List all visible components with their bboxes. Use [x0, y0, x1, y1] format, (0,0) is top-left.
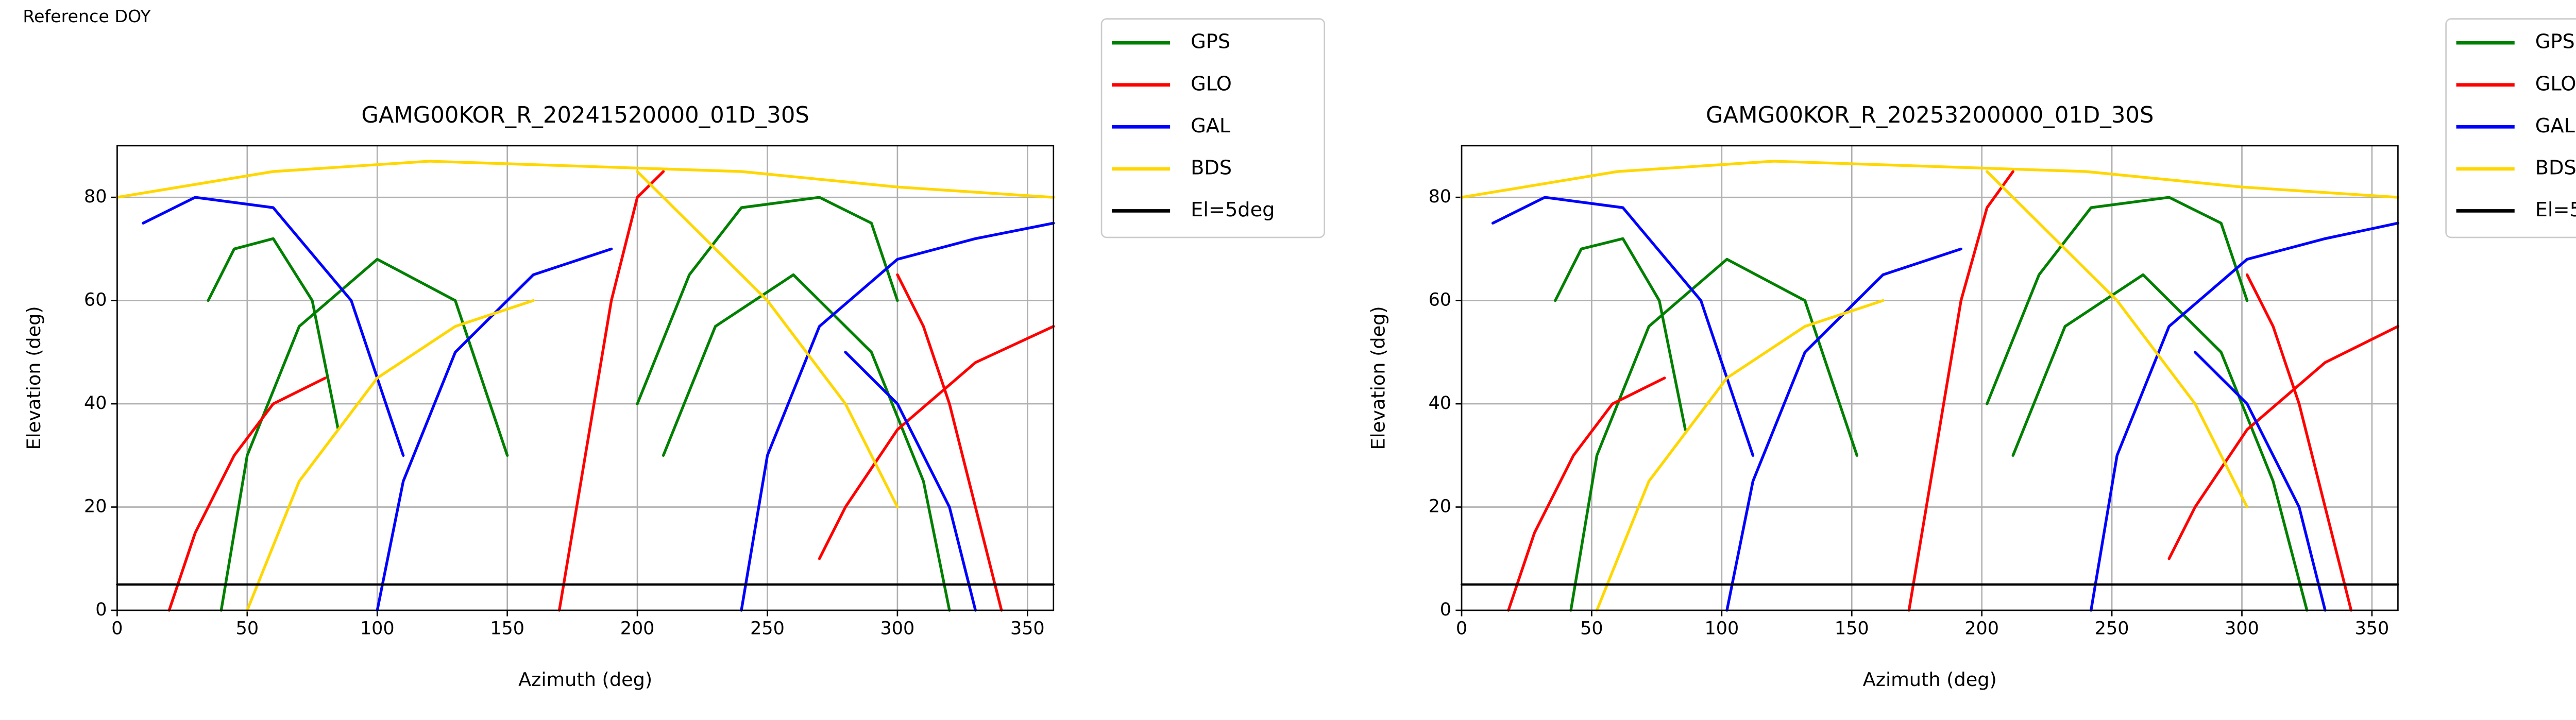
axes-frame [1461, 145, 2399, 611]
x-tick-label: 0 [111, 619, 123, 639]
x-tick-label: 200 [1964, 619, 1999, 639]
subplot: GAMG00KOR_R_20241520000_01D_30S 0 50 100 150… [23, 18, 1326, 691]
legend-box [1100, 18, 1326, 238]
legend-label: GLO [1191, 72, 1232, 95]
legend-label: GPS [2535, 30, 2575, 54]
y-tick-label: 20 [84, 496, 107, 517]
x-tick-label: 100 [360, 619, 395, 639]
chart-title: GAMG00KOR_R_20241520000_01D_30S [361, 102, 809, 128]
legend-label: GPS [1191, 30, 1230, 54]
x-tick-label: 200 [620, 619, 655, 639]
series-line [1460, 160, 2400, 612]
x-axis-label: Azimuth (deg) [518, 668, 652, 691]
suptitle: Reference DOY [23, 6, 151, 26]
legend-label: BDS [1191, 156, 1232, 179]
legend-label: GAL [2535, 114, 2575, 138]
chart-title: GAMG00KOR_R_20253200000_01D_30S [1706, 102, 2154, 128]
x-tick-label: 150 [490, 619, 524, 639]
y-tick-label: 60 [84, 290, 107, 311]
x-tick-label: 300 [880, 619, 915, 639]
x-tick-label: 350 [1010, 619, 1045, 639]
legend-label: El=5deg [2535, 198, 2576, 221]
legend-label: GAL [1191, 114, 1231, 138]
x-tick-label: 150 [1835, 619, 1869, 639]
y-tick-label: 0 [95, 599, 107, 620]
x-tick-label: 50 [1580, 619, 1603, 639]
y-axis-label: Elevation (deg) [23, 306, 45, 450]
axes-frame [116, 145, 1055, 611]
series-line [167, 170, 1055, 612]
y-tick-label: 20 [1429, 496, 1451, 517]
x-tick-label: 0 [1456, 619, 1467, 639]
x-tick-label: 100 [1705, 619, 1739, 639]
subplot: GAMG00KOR_R_20253200000_01D_30S 0 50 100 150… [1367, 18, 2576, 691]
y-tick-label: 40 [1429, 393, 1451, 414]
series-line [1507, 170, 2400, 612]
series-line [115, 160, 1055, 612]
series-line [142, 196, 1055, 612]
legend-label: GLO [2535, 72, 2576, 95]
x-axis-label: Azimuth (deg) [1863, 668, 1997, 691]
y-tick-label: 60 [1429, 290, 1451, 311]
legend-label: El=5deg [1191, 198, 1275, 221]
x-tick-label: 350 [2355, 619, 2389, 639]
x-tick-label: 250 [2095, 619, 2129, 639]
x-tick-label: 250 [750, 619, 785, 639]
series-line [1491, 196, 2400, 612]
y-tick-label: 40 [84, 393, 107, 414]
y-tick-label: 80 [84, 186, 107, 207]
x-tick-label: 50 [236, 619, 259, 639]
y-axis-label: Elevation (deg) [1367, 306, 1389, 450]
legend-label: BDS [2535, 156, 2576, 179]
y-tick-label: 80 [1429, 186, 1451, 207]
y-tick-label: 0 [1440, 599, 1451, 620]
x-tick-label: 300 [2225, 619, 2259, 639]
